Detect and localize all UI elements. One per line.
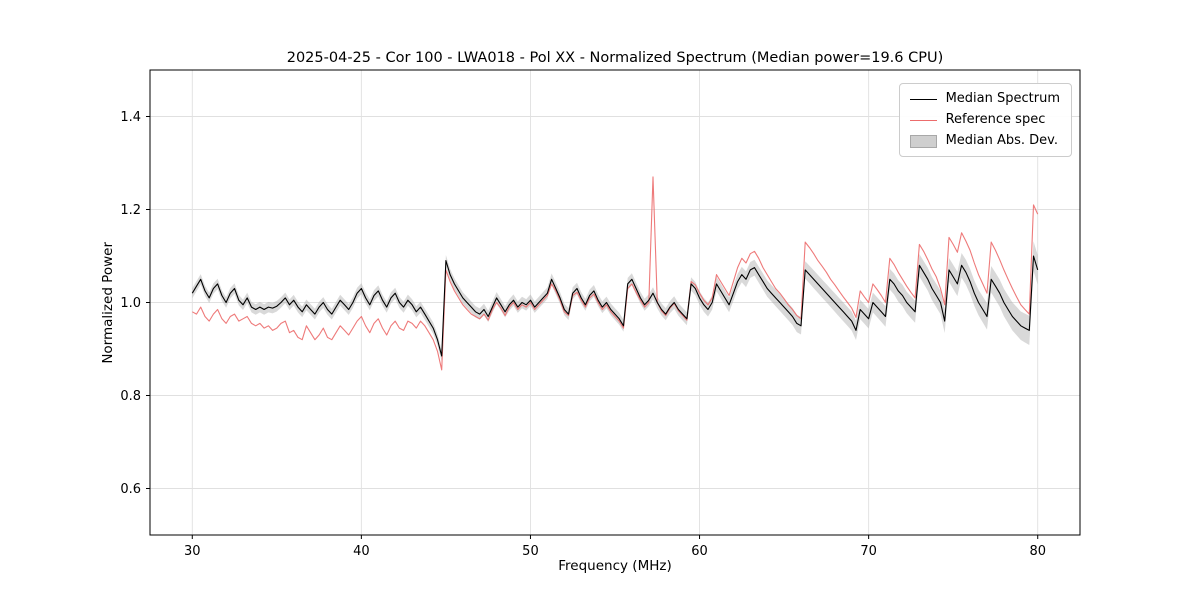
svg-text:0.6: 0.6 [120,482,141,497]
svg-text:1.0: 1.0 [120,296,141,311]
legend-item-median-abs-dev: Median Abs. Dev. [909,133,1060,148]
svg-text:40: 40 [353,544,370,559]
svg-text:1.2: 1.2 [120,203,141,218]
legend: Median Spectrum Reference spec Median Ab… [898,83,1072,157]
legend-label: Median Spectrum [945,91,1060,106]
y-axis-label: Normalized Power [100,241,116,364]
svg-text:50: 50 [522,544,539,559]
median-abs-dev-patch-sample [909,134,937,148]
legend-item-reference-spec: Reference spec [909,112,1060,127]
svg-text:70: 70 [860,544,877,559]
legend-label: Median Abs. Dev. [945,133,1059,148]
svg-text:30: 30 [184,544,201,559]
y-axis-label-container: Normalized Power [98,70,118,535]
reference-spec-line-sample [909,119,937,121]
svg-text:60: 60 [691,544,708,559]
chart-title: 2025-04-25 - Cor 100 - LWA018 - Pol XX -… [286,50,944,66]
svg-text:80: 80 [1029,544,1046,559]
legend-label: Reference spec [945,112,1046,127]
svg-text:0.8: 0.8 [120,389,141,404]
legend-item-median-spectrum: Median Spectrum [909,91,1060,106]
x-axis-label: Frequency (MHz) [558,558,672,574]
svg-text:1.4: 1.4 [120,110,141,125]
median-spectrum-line-sample [909,98,937,100]
